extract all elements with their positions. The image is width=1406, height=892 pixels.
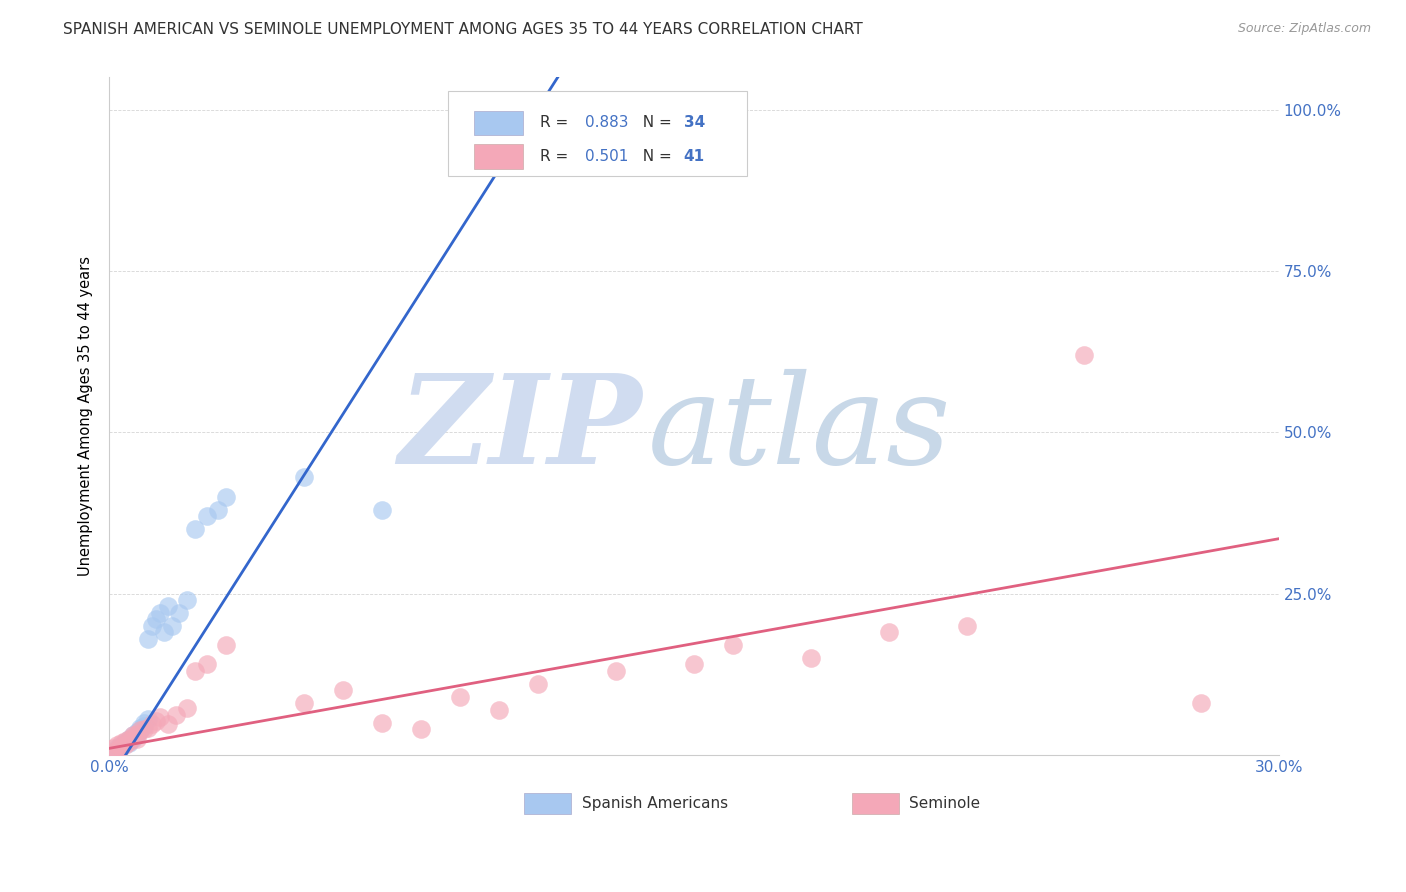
Point: [121, 728, 143, 742]
Point: [110, 740, 132, 755]
FancyBboxPatch shape: [474, 145, 523, 169]
Point: [136, 712, 159, 726]
Point: [411, 722, 433, 736]
Point: [292, 470, 315, 484]
Point: [145, 714, 167, 729]
Point: [114, 735, 136, 749]
Point: [215, 638, 238, 652]
Text: N =: N =: [633, 149, 676, 164]
Point: [956, 619, 979, 633]
Point: [114, 738, 136, 752]
Y-axis label: Unemployment Among Ages 35 to 44 years: Unemployment Among Ages 35 to 44 years: [79, 256, 93, 576]
Point: [121, 730, 143, 744]
Point: [114, 736, 136, 750]
Point: [129, 723, 152, 738]
Point: [215, 490, 238, 504]
Text: Spanish Americans: Spanish Americans: [582, 796, 728, 811]
Text: R =: R =: [540, 115, 572, 130]
Point: [125, 731, 148, 746]
Point: [169, 606, 191, 620]
Point: [101, 745, 124, 759]
Text: N =: N =: [633, 115, 676, 130]
Point: [877, 625, 900, 640]
Text: 0.883: 0.883: [585, 115, 628, 130]
Point: [449, 690, 471, 704]
Text: R =: R =: [540, 149, 572, 164]
Text: Source: ZipAtlas.com: Source: ZipAtlas.com: [1237, 22, 1371, 36]
Point: [371, 715, 394, 730]
Point: [125, 725, 148, 739]
FancyBboxPatch shape: [474, 111, 523, 135]
Point: [371, 502, 394, 516]
Point: [683, 657, 706, 672]
Point: [105, 742, 128, 756]
Point: [129, 721, 152, 735]
Point: [149, 710, 172, 724]
Point: [184, 522, 207, 536]
Point: [118, 735, 141, 749]
Point: [134, 719, 156, 733]
Text: 0.501: 0.501: [585, 149, 628, 164]
FancyBboxPatch shape: [449, 91, 747, 176]
Point: [1073, 348, 1095, 362]
Point: [156, 716, 179, 731]
Point: [129, 723, 152, 738]
Point: [292, 696, 315, 710]
Point: [105, 741, 128, 756]
Point: [153, 625, 176, 640]
Text: atlas: atlas: [647, 369, 950, 491]
Text: SPANISH AMERICAN VS SEMINOLE UNEMPLOYMENT AMONG AGES 35 TO 44 YEARS CORRELATION : SPANISH AMERICAN VS SEMINOLE UNEMPLOYMEN…: [63, 22, 863, 37]
Point: [332, 683, 354, 698]
Point: [160, 619, 183, 633]
Point: [114, 733, 136, 747]
Point: [101, 741, 124, 756]
Point: [136, 721, 159, 735]
Point: [176, 593, 198, 607]
Point: [121, 731, 143, 746]
Point: [118, 731, 141, 746]
FancyBboxPatch shape: [524, 793, 571, 814]
Point: [184, 664, 207, 678]
Point: [149, 606, 172, 620]
Point: [105, 742, 128, 756]
Point: [605, 664, 627, 678]
Point: [118, 731, 141, 746]
Point: [121, 728, 143, 742]
Point: [721, 638, 744, 652]
Point: [195, 657, 218, 672]
Point: [105, 738, 128, 752]
Point: [527, 677, 550, 691]
Point: [134, 715, 156, 730]
Point: [488, 703, 510, 717]
Point: [118, 733, 141, 747]
Text: ZIP: ZIP: [398, 369, 641, 491]
Text: 41: 41: [683, 149, 704, 164]
Point: [195, 509, 218, 524]
Point: [141, 619, 163, 633]
Point: [165, 707, 187, 722]
Text: Seminole: Seminole: [910, 796, 980, 811]
Point: [118, 736, 141, 750]
Point: [134, 722, 156, 736]
Point: [136, 632, 159, 646]
Point: [125, 728, 148, 742]
Point: [800, 651, 823, 665]
Point: [110, 738, 132, 752]
Text: 34: 34: [683, 115, 704, 130]
Point: [145, 612, 167, 626]
Point: [141, 716, 163, 731]
Point: [110, 736, 132, 750]
Point: [125, 727, 148, 741]
Point: [156, 599, 179, 614]
Point: [207, 502, 229, 516]
Point: [1189, 696, 1212, 710]
Point: [176, 701, 198, 715]
Point: [110, 740, 132, 755]
FancyBboxPatch shape: [852, 793, 898, 814]
Point: [101, 745, 124, 759]
